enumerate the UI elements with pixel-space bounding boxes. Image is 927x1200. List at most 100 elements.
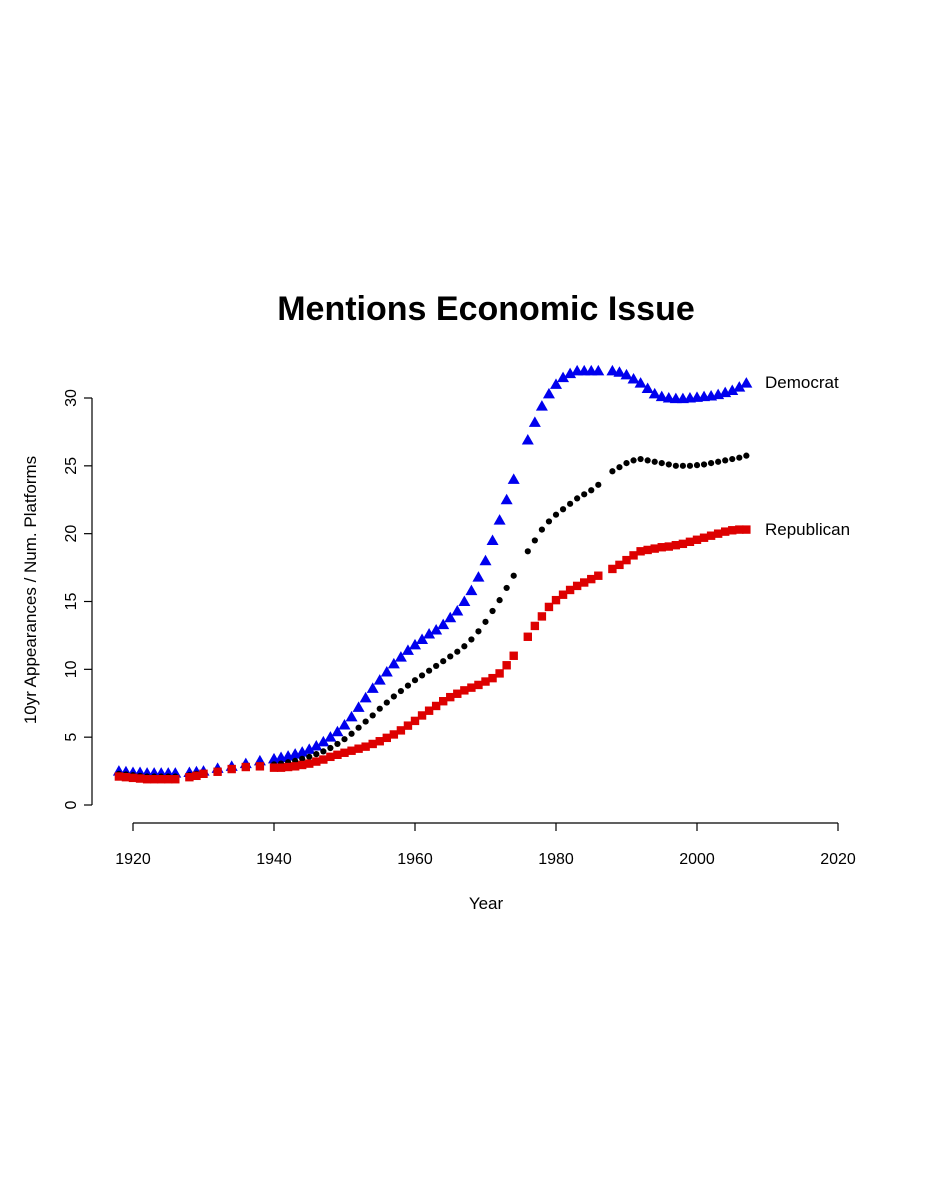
data-point xyxy=(641,382,654,394)
data-point xyxy=(326,752,335,762)
data-point xyxy=(496,597,503,604)
data-point xyxy=(616,464,623,471)
data-point xyxy=(369,712,376,719)
data-point xyxy=(530,621,540,631)
data-point xyxy=(488,673,497,683)
data-point xyxy=(637,455,644,463)
data-point xyxy=(306,753,313,760)
data-point xyxy=(623,460,630,467)
x-ticks: 1920 1940 1960 1980 2000 2020 xyxy=(115,823,856,868)
data-point xyxy=(305,759,314,768)
data-point xyxy=(423,628,436,639)
x-tick-label: 1940 xyxy=(256,851,292,868)
data-point xyxy=(409,638,421,650)
data-point xyxy=(255,762,265,771)
data-point xyxy=(735,525,744,534)
data-point xyxy=(465,584,478,596)
data-point xyxy=(507,473,520,484)
data-point xyxy=(444,611,457,623)
data-point xyxy=(142,775,152,784)
data-point xyxy=(411,677,419,684)
data-point xyxy=(650,544,659,553)
data-point xyxy=(742,525,751,534)
data-point xyxy=(334,740,341,748)
data-point xyxy=(634,377,647,388)
data-point xyxy=(439,697,448,706)
data-point xyxy=(213,767,222,776)
data-point xyxy=(657,543,666,552)
data-point xyxy=(700,461,708,468)
data-point xyxy=(608,564,617,574)
data-point xyxy=(376,705,383,712)
data-point xyxy=(440,658,447,665)
data-point xyxy=(620,368,633,380)
data-point xyxy=(430,623,443,635)
data-point xyxy=(502,661,511,670)
data-point xyxy=(192,771,201,781)
data-point xyxy=(331,725,344,737)
data-point xyxy=(685,537,695,547)
data-point xyxy=(481,677,490,686)
data-point xyxy=(594,571,603,580)
data-point xyxy=(721,527,730,536)
series-1-points xyxy=(115,452,750,780)
data-point xyxy=(606,364,619,376)
data-point xyxy=(121,772,131,782)
x-axis-label: Year xyxy=(469,894,504,913)
data-point xyxy=(241,762,250,772)
data-point xyxy=(622,555,631,565)
data-point xyxy=(157,775,166,784)
data-point xyxy=(509,651,518,660)
data-point xyxy=(227,764,236,774)
chart-title: Mentions Economic Issue xyxy=(277,290,695,328)
data-point xyxy=(729,455,736,463)
data-point xyxy=(545,518,553,525)
data-point xyxy=(352,701,365,712)
data-point xyxy=(595,481,602,488)
data-point xyxy=(581,491,588,498)
data-point xyxy=(361,742,370,751)
data-point xyxy=(479,554,492,566)
data-point xyxy=(383,699,390,706)
data-point xyxy=(345,710,358,722)
data-point xyxy=(558,590,568,599)
data-point xyxy=(521,434,534,445)
data-point xyxy=(500,493,513,505)
data-point xyxy=(454,648,461,655)
data-point xyxy=(706,531,716,540)
data-point xyxy=(149,775,159,784)
data-point xyxy=(664,542,673,551)
data-point xyxy=(290,762,300,771)
data-point xyxy=(523,632,532,641)
data-point xyxy=(283,762,293,772)
data-point xyxy=(404,682,412,689)
data-point xyxy=(475,628,482,635)
data-point xyxy=(390,693,397,700)
data-point xyxy=(317,735,330,747)
data-point xyxy=(565,585,575,595)
data-point xyxy=(482,618,489,625)
series-2-points xyxy=(114,525,751,784)
data-point xyxy=(542,387,555,399)
data-point xyxy=(424,706,434,715)
data-point xyxy=(559,506,567,513)
data-point xyxy=(495,669,504,678)
data-point xyxy=(699,533,709,542)
data-point xyxy=(743,452,750,459)
data-point xyxy=(708,460,715,467)
data-point xyxy=(446,692,455,702)
republican-series-label: Republican xyxy=(765,520,850,539)
data-point xyxy=(355,724,362,731)
data-point xyxy=(410,716,420,726)
data-point xyxy=(648,387,661,399)
data-point xyxy=(644,457,651,464)
y-tick-label: 30 xyxy=(63,389,80,407)
data-point xyxy=(354,744,363,753)
data-point xyxy=(164,775,173,784)
data-point xyxy=(366,682,379,693)
data-point xyxy=(451,604,464,616)
data-point xyxy=(629,551,638,560)
data-point xyxy=(528,416,541,427)
data-point xyxy=(550,378,562,389)
data-point xyxy=(403,721,413,730)
